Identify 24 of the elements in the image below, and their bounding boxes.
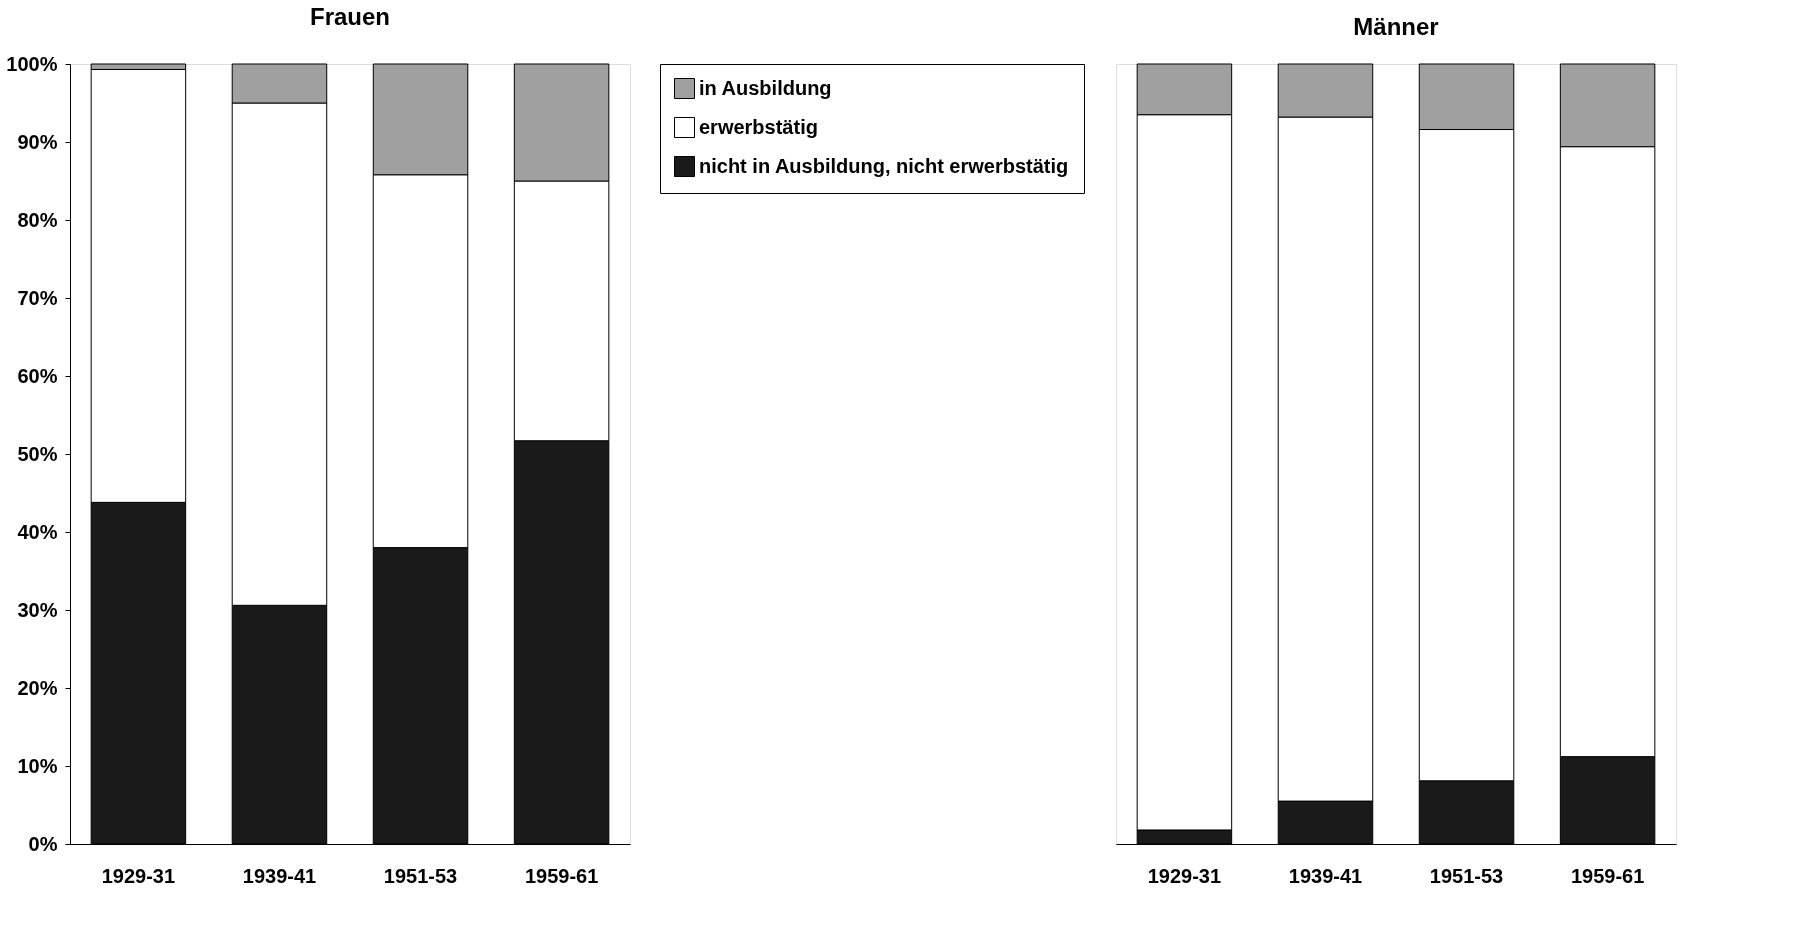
- x-tick-label: 1959-61: [1570, 864, 1645, 887]
- x-tick-label: 1951-53: [383, 864, 458, 887]
- x-tick-label: 1939-41: [242, 864, 317, 887]
- x-tick-label: 1939-41: [1288, 864, 1363, 887]
- y-tick-label: 0%: [28, 832, 58, 855]
- y-tick-label: 70%: [17, 286, 58, 309]
- y-tick-label: 10%: [17, 754, 58, 777]
- chart-title: Männer: [1353, 12, 1439, 40]
- y-tick-label: 100%: [6, 52, 58, 75]
- y-tick-label: 60%: [17, 364, 58, 387]
- y-tick-label: 40%: [17, 520, 58, 543]
- y-tick-label: 80%: [17, 208, 58, 231]
- y-tick-label: 20%: [17, 676, 58, 699]
- y-tick-label: 30%: [17, 598, 58, 621]
- legend-label: in Ausbildung: [699, 76, 832, 99]
- x-tick-label: 1929-31: [1147, 864, 1222, 887]
- chart-title: Frauen: [309, 3, 391, 30]
- x-tick-label: 1959-61: [524, 864, 599, 887]
- y-tick-label: 90%: [17, 130, 58, 153]
- y-tick-label: 50%: [17, 442, 58, 465]
- legend-label: nicht in Ausbildung, nicht erwerbstätig: [699, 154, 1069, 177]
- legend-label: erwerbstätig: [699, 115, 818, 138]
- x-tick-label: 1929-31: [101, 864, 176, 887]
- x-tick-label: 1951-53: [1429, 864, 1504, 887]
